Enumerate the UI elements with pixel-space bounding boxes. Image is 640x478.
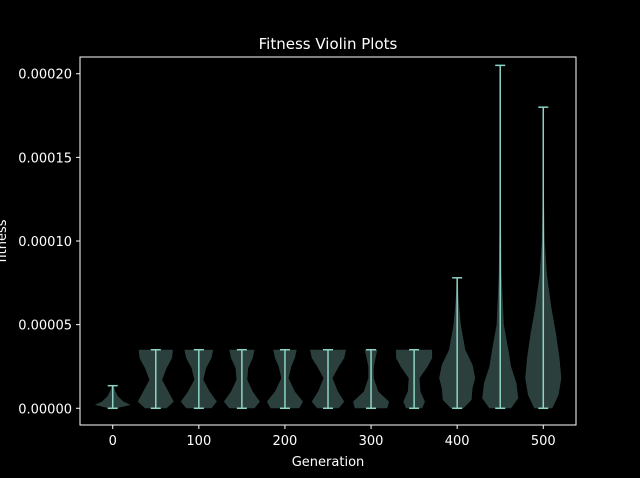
chart-title: Fitness Violin Plots bbox=[259, 35, 398, 53]
x-tick-label: 200 bbox=[273, 434, 298, 449]
x-axis: 0 100 200 300 400 500 bbox=[109, 425, 556, 449]
x-axis-label: Generation bbox=[292, 455, 365, 470]
x-tick-label: 0 bbox=[109, 434, 117, 449]
y-tick-label: 0.00015 bbox=[18, 151, 72, 166]
violins-group bbox=[94, 64, 562, 410]
y-tick-label: 0.00010 bbox=[18, 235, 72, 250]
y-tick-label: 0.00005 bbox=[18, 319, 72, 334]
y-tick-label: 0.00020 bbox=[18, 68, 72, 83]
x-tick-label: 100 bbox=[186, 434, 211, 449]
y-axis: 0.00000 0.00005 0.00010 0.00015 0.00020 bbox=[18, 68, 80, 417]
x-tick-label: 500 bbox=[531, 434, 556, 449]
y-axis-label: fitness bbox=[0, 219, 10, 262]
y-tick-label: 0.00000 bbox=[18, 402, 72, 417]
x-tick-label: 400 bbox=[445, 434, 470, 449]
x-tick-label: 300 bbox=[359, 434, 384, 449]
